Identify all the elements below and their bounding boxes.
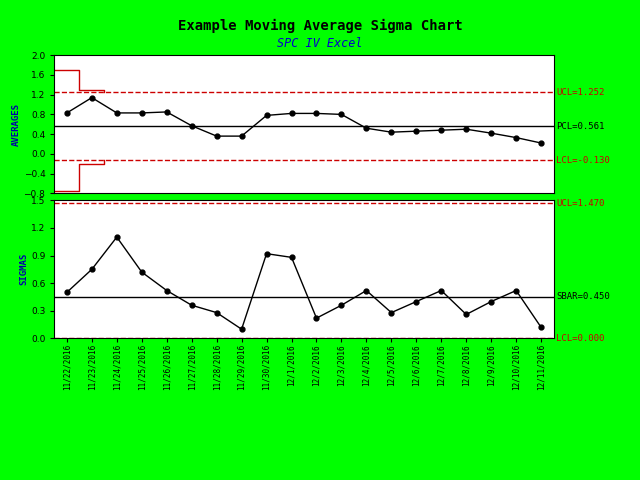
Text: PCL=0.561: PCL=0.561 <box>556 122 604 131</box>
Text: LCL=0.000: LCL=0.000 <box>556 334 604 343</box>
Y-axis label: AVERAGES: AVERAGES <box>12 103 20 146</box>
Text: UCL=1.252: UCL=1.252 <box>556 88 604 96</box>
Text: SBAR=0.450: SBAR=0.450 <box>556 292 610 301</box>
Text: UCL=1.470: UCL=1.470 <box>556 199 604 207</box>
Y-axis label: SIGMAS: SIGMAS <box>19 253 28 286</box>
Text: SPC IV Excel: SPC IV Excel <box>277 37 363 50</box>
Text: LCL=-0.130: LCL=-0.130 <box>556 156 610 165</box>
Text: Example Moving Average Sigma Chart: Example Moving Average Sigma Chart <box>178 19 462 33</box>
